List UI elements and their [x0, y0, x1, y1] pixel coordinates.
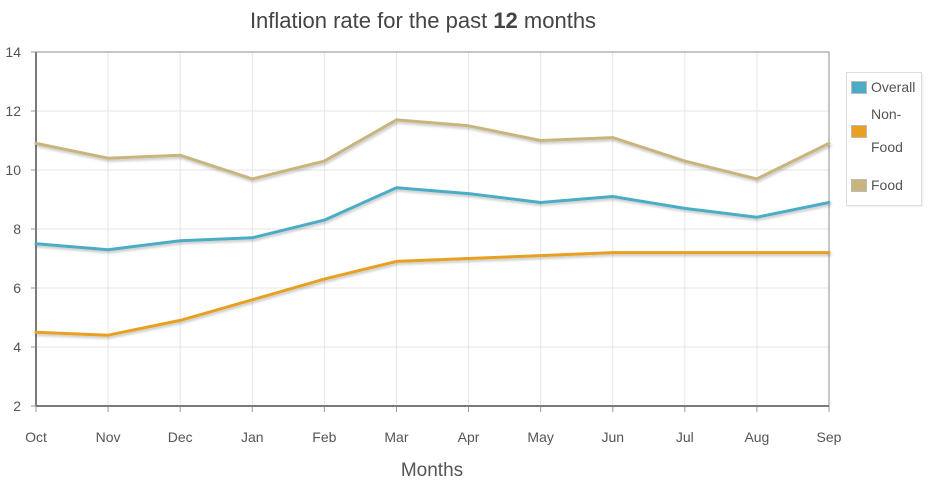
x-tick-label: Mar: [384, 429, 408, 445]
x-tick-label: Jul: [676, 429, 694, 445]
y-tick-label: 2: [13, 398, 21, 414]
x-tick-label: Jan: [241, 429, 264, 445]
legend-label: Overall: [871, 79, 916, 95]
series-line-non-food: [34, 251, 831, 337]
legend: Overall Non-Food Food: [846, 72, 922, 206]
x-tick-label: Sep: [817, 429, 842, 445]
axes: [31, 51, 830, 412]
tick-labels: 2 4 6 8 10 12 14 Oct Nov Dec Jan Feb Mar Apr May Jun Jul…: [5, 44, 841, 445]
x-tick-label: Feb: [312, 429, 336, 445]
y-tick-label: 14: [5, 44, 21, 60]
legend-item-non-food: Non-Food: [851, 106, 921, 164]
x-tick-label: May: [527, 429, 553, 445]
y-tick-label: 10: [5, 162, 21, 178]
legend-item-food: Food: [851, 177, 921, 202]
y-tick-label: 8: [13, 221, 21, 237]
legend-swatch: [851, 81, 867, 94]
series-lines: [34, 118, 831, 337]
x-tick-label: Oct: [25, 429, 47, 445]
x-tick-label: Jun: [601, 429, 624, 445]
x-tick-label: Aug: [744, 429, 769, 445]
title-part-3: months: [517, 8, 597, 33]
y-tick-label: 4: [13, 339, 21, 355]
legend-label: Food: [871, 177, 903, 193]
legend-item-overall: Overall: [851, 79, 921, 104]
x-tick-label: Dec: [168, 429, 193, 445]
legend-swatch: [851, 125, 867, 138]
y-tick-label: 12: [5, 103, 21, 119]
grid: [35, 51, 830, 407]
y-tick-label: 6: [13, 280, 21, 296]
legend-swatch: [851, 179, 867, 192]
series-line-overall: [34, 186, 831, 252]
title-part-2: 12: [493, 8, 518, 33]
x-axis-title: Months: [401, 460, 463, 481]
x-tick-label: Nov: [96, 429, 121, 445]
title-part-1: Inflation rate for the past: [249, 8, 494, 33]
x-tick-label: Apr: [458, 429, 480, 445]
series-line-food: [34, 118, 831, 181]
chart-title: Inflation rate for the past 12 months: [0, 8, 846, 34]
legend-label: Non-Food: [871, 106, 903, 155]
